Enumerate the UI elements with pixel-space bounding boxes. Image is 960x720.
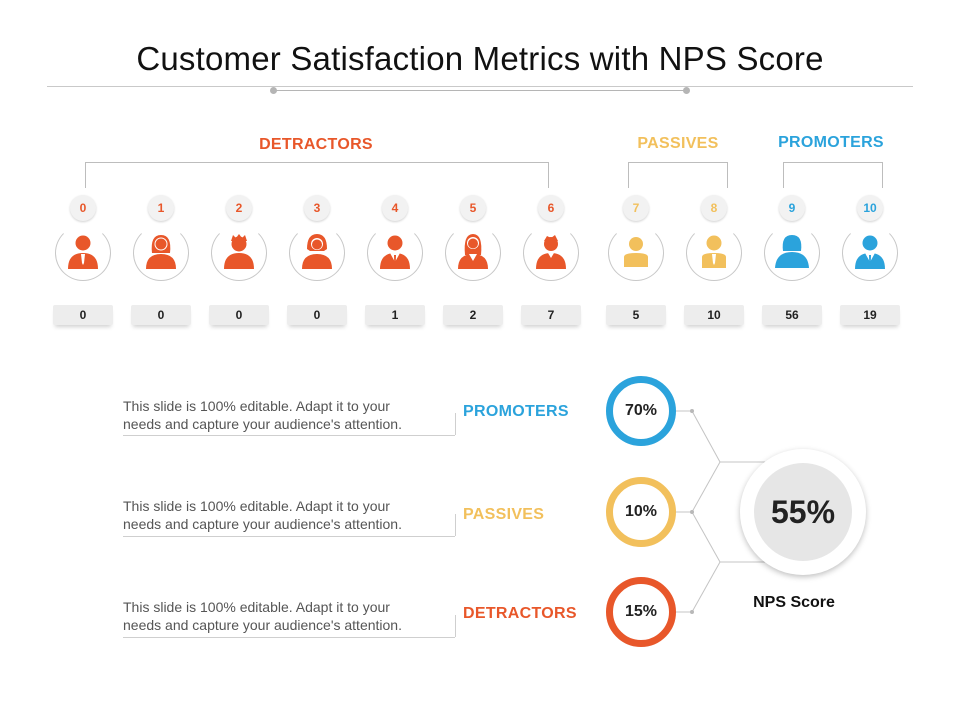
- score-badge: 7: [623, 195, 649, 221]
- response-count: 5: [606, 305, 666, 325]
- response-count: 7: [521, 305, 581, 325]
- passives-label: PASSIVES: [463, 506, 545, 523]
- woman-icon: [146, 235, 176, 269]
- group-label-detractors: DETRACTORS: [259, 136, 373, 153]
- woman-bob-icon: [775, 235, 809, 268]
- response-count: 56: [762, 305, 822, 325]
- avatar: [523, 225, 579, 281]
- promoters-underline-tick: [455, 413, 456, 435]
- detractors-label: DETRACTORS: [463, 605, 577, 622]
- person-icon: [624, 237, 648, 267]
- man-tie-icon: [68, 235, 98, 269]
- promoters-percent-ring: 70%: [606, 376, 676, 446]
- title-divider: [47, 86, 913, 87]
- avatar: [211, 225, 267, 281]
- passives-underline: [123, 536, 455, 537]
- passives-description: This slide is 100% editable. Adapt it to…: [123, 498, 402, 532]
- detractors-description: This slide is 100% editable. Adapt it to…: [123, 599, 402, 633]
- response-count: 19: [840, 305, 900, 325]
- score-badge: 0: [70, 195, 96, 221]
- woman-long-hair-icon: [458, 234, 488, 269]
- response-count: 10: [684, 305, 744, 325]
- score-badge: 1: [148, 195, 174, 221]
- response-count: 1: [365, 305, 425, 325]
- avatar: [289, 225, 345, 281]
- score-badge: 5: [460, 195, 486, 221]
- avatar: [686, 225, 742, 281]
- promoters-underline: [123, 435, 455, 436]
- passives-underline-tick: [455, 514, 456, 536]
- group-label-passives: PASSIVES: [637, 135, 719, 152]
- avatar: [842, 225, 898, 281]
- detractors-underline-tick: [455, 615, 456, 637]
- passives-percent-ring: 10%: [606, 477, 676, 547]
- avatar: [764, 225, 820, 281]
- score-badge: 3: [304, 195, 330, 221]
- nps-score-circle: 55%: [740, 449, 866, 575]
- man-tie-icon: [702, 235, 726, 268]
- nps-score-value: 55%: [754, 463, 852, 561]
- title-divider-dot-right: [683, 87, 690, 94]
- man-suit-icon: [855, 235, 885, 269]
- title-divider-dot-left: [270, 87, 277, 94]
- response-count: 0: [131, 305, 191, 325]
- page-title: Customer Satisfaction Metrics with NPS S…: [136, 40, 824, 77]
- score-badge: 8: [701, 195, 727, 221]
- man-spiky-hair-icon: [224, 234, 254, 269]
- title-divider-accent: [274, 90, 686, 91]
- response-count: 0: [287, 305, 347, 325]
- detractors-underline: [123, 637, 455, 638]
- bracket-detractors: [85, 162, 549, 188]
- response-count: 0: [53, 305, 113, 325]
- group-label-promoters: PROMOTERS: [778, 134, 884, 151]
- woman-short-hair-icon: [302, 234, 332, 269]
- detractors-percent-ring: 15%: [606, 577, 676, 647]
- score-badge: 4: [382, 195, 408, 221]
- avatar: [445, 225, 501, 281]
- score-badge: 9: [779, 195, 805, 221]
- avatar: [608, 225, 664, 281]
- score-badge: 10: [857, 195, 883, 221]
- avatar: [55, 225, 111, 281]
- response-count: 0: [209, 305, 269, 325]
- promoters-description: This slide is 100% editable. Adapt it to…: [123, 398, 402, 432]
- man-suit-icon: [380, 235, 410, 269]
- response-count: 2: [443, 305, 503, 325]
- bracket-promoters: [783, 162, 883, 188]
- promoters-label: PROMOTERS: [463, 403, 569, 420]
- nps-score-label: NPS Score: [753, 594, 835, 611]
- score-badge: 2: [226, 195, 252, 221]
- avatar: [367, 225, 423, 281]
- bracket-passives: [628, 162, 728, 188]
- avatar: [133, 225, 189, 281]
- score-badge: 6: [538, 195, 564, 221]
- man-casual-icon: [536, 235, 566, 269]
